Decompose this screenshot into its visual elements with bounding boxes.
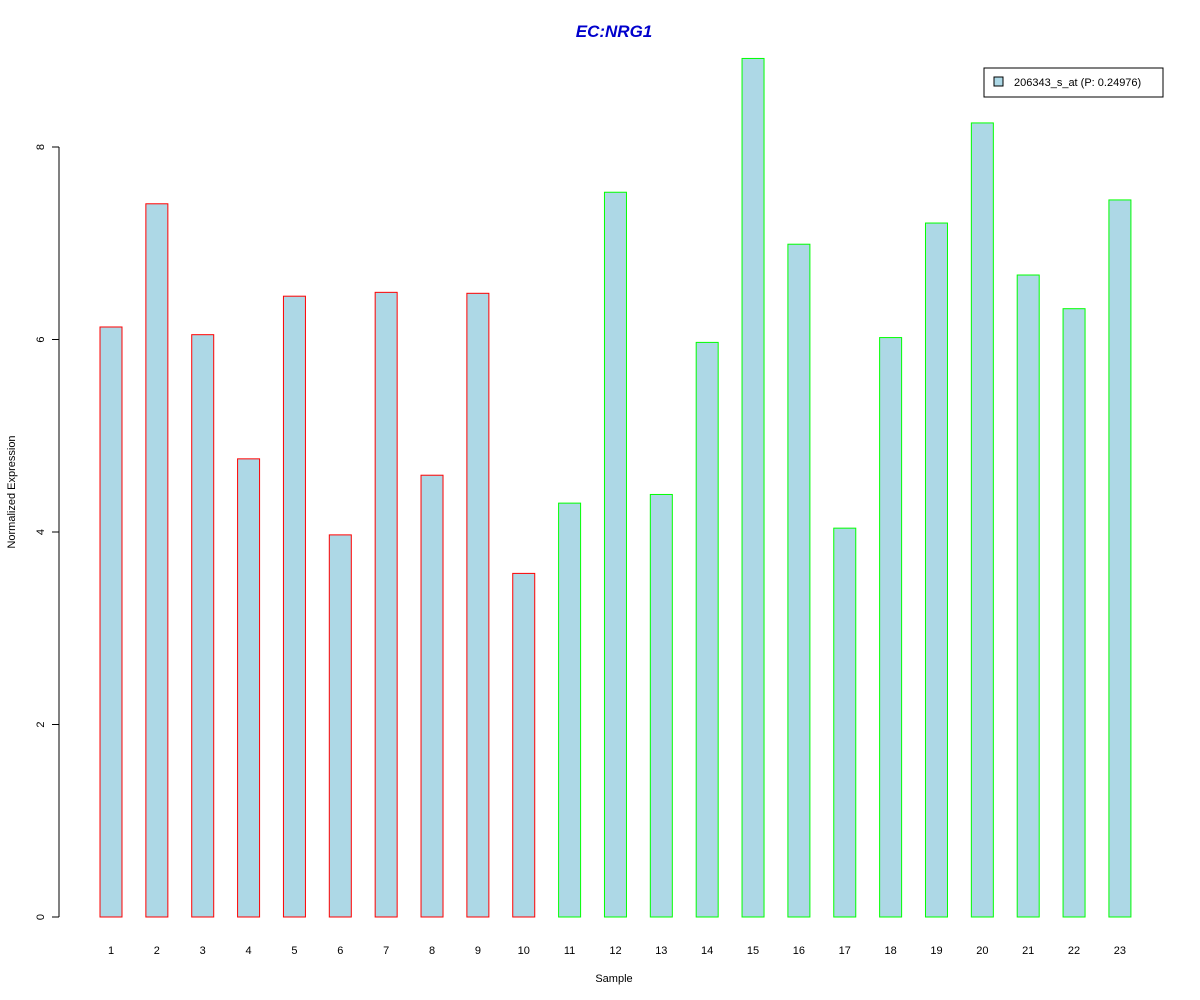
bars-group: [99, 57, 1132, 918]
x-tick-label: 9: [475, 945, 481, 957]
legend-box: [983, 67, 1164, 98]
bar-sample-18: [879, 337, 903, 918]
bar-sample-1: [99, 326, 123, 918]
x-tick-label: 11: [564, 945, 575, 957]
bar-sample-9: [466, 292, 490, 918]
bar-sample-17: [833, 527, 857, 918]
bar-sample-15: [741, 57, 765, 918]
bar-sample-23: [1108, 199, 1132, 918]
y-axis-title: Normalized Expression: [6, 435, 18, 548]
y-tick-label: 4: [35, 529, 47, 535]
x-tick-label: 15: [747, 945, 759, 957]
legend-swatch: [993, 76, 1004, 87]
bar-sample-14: [695, 341, 719, 918]
bar-sample-6: [328, 534, 352, 918]
x-axis-title: Sample: [595, 973, 632, 985]
bar-sample-22: [1062, 308, 1086, 918]
x-tick-label: 23: [1114, 945, 1126, 957]
x-tick-label: 2: [154, 945, 160, 957]
bar-sample-10: [512, 572, 536, 918]
legend-label: 206343_s_at (P: 0.24976): [1014, 77, 1141, 89]
bar-sample-5: [282, 295, 306, 918]
bar-sample-20: [970, 122, 994, 918]
bar-sample-8: [420, 474, 444, 918]
x-tick-label: 14: [701, 945, 713, 957]
y-tick-label: 2: [35, 721, 47, 727]
chart-title: EC:NRG1: [576, 22, 653, 41]
y-tick-label: 8: [35, 144, 47, 150]
bar-sample-7: [374, 291, 398, 918]
y-axis-ticks: 0 2 4 6 8: [35, 144, 59, 920]
x-tick-label: 17: [839, 945, 851, 957]
x-tick-label: 5: [291, 945, 297, 957]
x-tick-label: 13: [655, 945, 667, 957]
x-tick-label: 20: [976, 945, 988, 957]
bar-sample-19: [924, 222, 948, 918]
x-tick-label: 1: [108, 945, 114, 957]
bar-sample-13: [649, 493, 673, 918]
x-tick-label: 19: [930, 945, 942, 957]
x-tick-label: 8: [429, 945, 435, 957]
x-tick-label: 16: [793, 945, 805, 957]
y-tick-label: 6: [35, 336, 47, 342]
y-tick-label: 0: [35, 914, 47, 920]
bar-sample-4: [237, 458, 261, 918]
bar-sample-3: [191, 334, 215, 918]
bar-sample-16: [787, 243, 811, 918]
x-axis-labels: 1 2 3 4 5 6 7 8 9 10 11 12 13 14 15 16 17 18 19 20 21 22 23: [108, 945, 1126, 957]
x-tick-label: 4: [246, 945, 252, 957]
x-tick-label: 3: [200, 945, 206, 957]
legend: 206343_s_at (P: 0.24976): [983, 67, 1164, 98]
bar-sample-12: [603, 191, 627, 918]
x-tick-label: 22: [1068, 945, 1080, 957]
x-tick-label: 7: [383, 945, 389, 957]
bar-sample-21: [1016, 274, 1040, 918]
x-tick-label: 10: [518, 945, 530, 957]
x-tick-label: 18: [884, 945, 896, 957]
x-tick-label: 21: [1022, 945, 1034, 957]
x-tick-label: 6: [337, 945, 343, 957]
x-tick-label: 12: [609, 945, 621, 957]
bar-sample-11: [558, 502, 582, 918]
bar-sample-2: [145, 203, 169, 918]
